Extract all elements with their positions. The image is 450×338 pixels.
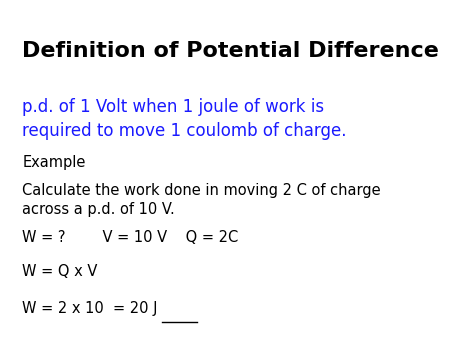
Text: W = 2 x 10  = 20 J: W = 2 x 10 = 20 J [22, 301, 158, 316]
Text: W = Q x V: W = Q x V [22, 264, 98, 279]
Text: Calculate the work done in moving 2 C of charge
across a p.d. of 10 V.: Calculate the work done in moving 2 C of… [22, 183, 381, 217]
Text: p.d. of 1 Volt when 1 joule of work is
required to move 1 coulomb of charge.: p.d. of 1 Volt when 1 joule of work is r… [22, 98, 347, 140]
Text: Example: Example [22, 155, 86, 170]
Text: 20 J: 20 J [22, 301, 50, 316]
Text: W = ?        V = 10 V    Q = 2C: W = ? V = 10 V Q = 2C [22, 230, 239, 245]
Text: Definition of Potential Difference: Definition of Potential Difference [22, 41, 439, 61]
Text: W = 2 x 10  =: W = 2 x 10 = [22, 301, 130, 316]
